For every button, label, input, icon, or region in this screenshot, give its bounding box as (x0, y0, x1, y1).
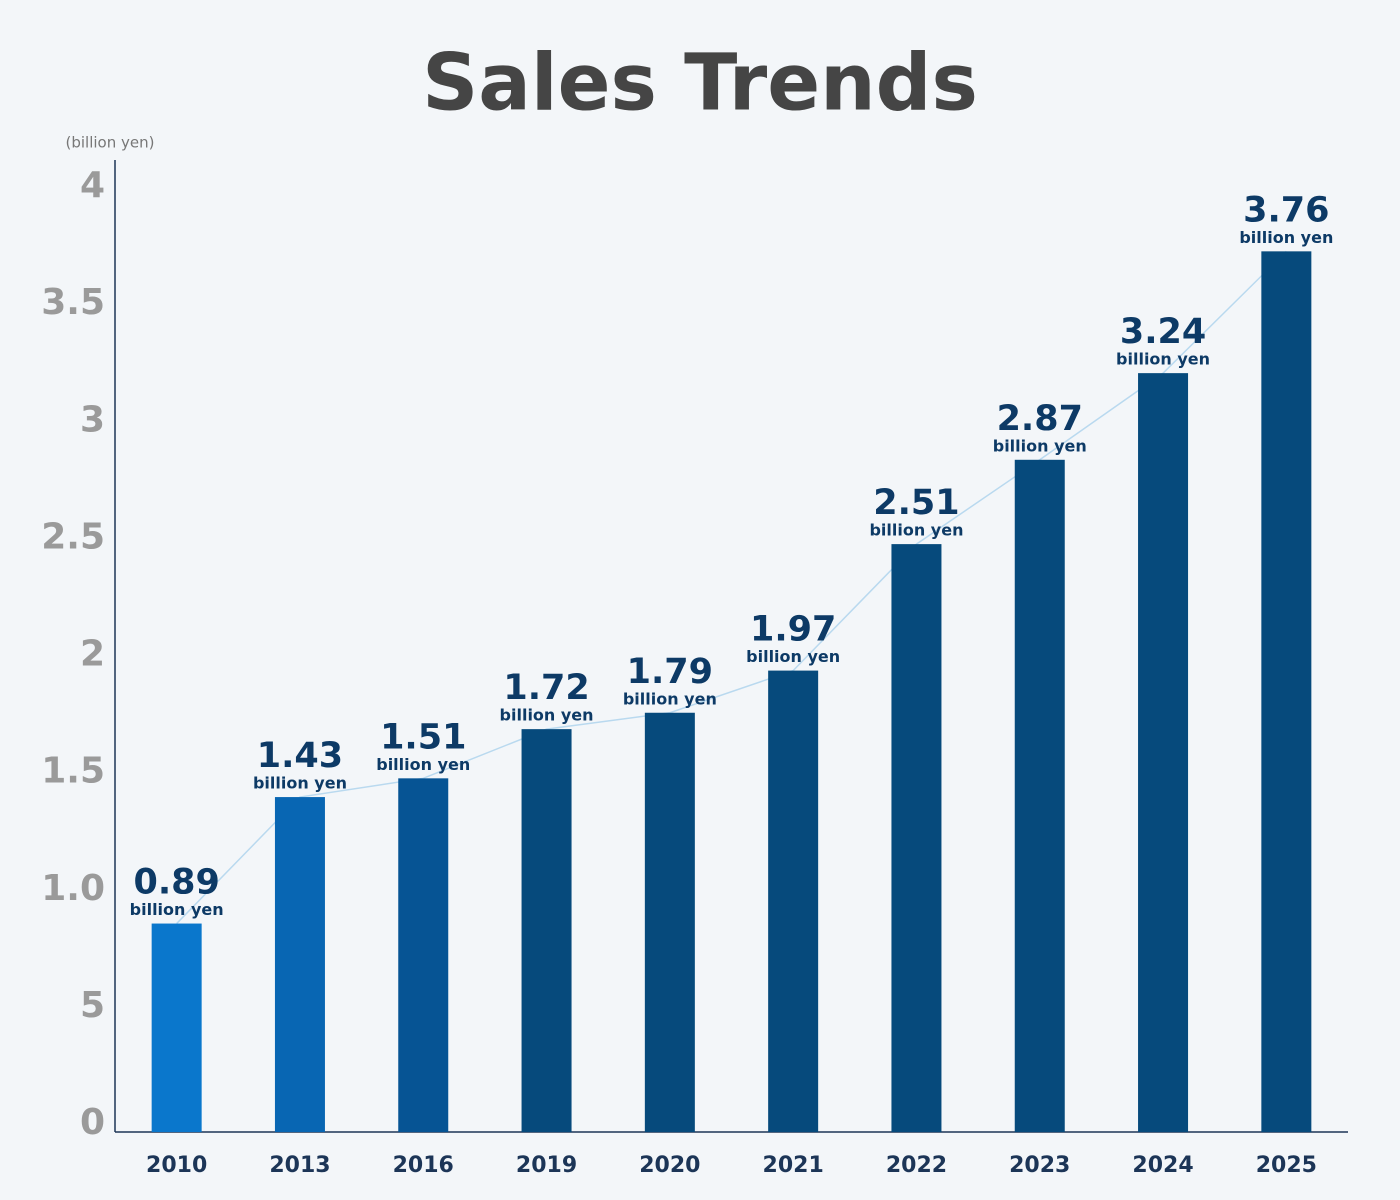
value-label: 0.89 (133, 863, 219, 903)
y-tick-label: 3 (80, 399, 105, 440)
x-tick-label: 2021 (763, 1153, 824, 1178)
y-tick-label: 1.5 (41, 751, 105, 792)
value-label: 3.76 (1243, 190, 1329, 230)
y-tick-label: 5 (80, 985, 105, 1026)
x-tick-label: 2016 (393, 1153, 454, 1178)
y-tick-label: 0 (80, 1102, 105, 1143)
bar (1261, 251, 1312, 1132)
bar (891, 544, 942, 1132)
bar (1138, 373, 1189, 1133)
trend-line (176, 250, 1287, 925)
x-tick-label: 2022 (886, 1153, 947, 1178)
x-tick-label: 2024 (1132, 1153, 1193, 1178)
bar (398, 778, 449, 1132)
chart-title: Sales Trends (422, 38, 978, 128)
y-axis-label: (billion yen) (66, 134, 155, 152)
bar (151, 923, 202, 1132)
value-unit: billion yen (746, 647, 840, 666)
value-label: 1.72 (503, 668, 589, 708)
value-unit: billion yen (500, 706, 594, 725)
value-unit: billion yen (623, 689, 717, 708)
y-tick-label: 2 (80, 634, 105, 675)
bar (768, 670, 819, 1132)
y-tick-label: 3.5 (41, 282, 105, 323)
value-unit: billion yen (1116, 350, 1210, 369)
y-tick-label: 4 (80, 165, 105, 206)
value-label: 1.51 (380, 717, 466, 757)
value-label: 1.97 (750, 610, 836, 650)
value-unit: billion yen (993, 436, 1087, 455)
x-tick-label: 2020 (639, 1153, 700, 1178)
x-tick-label: 2019 (516, 1153, 577, 1178)
value-label: 1.79 (627, 652, 713, 692)
x-tick-label: 2025 (1256, 1153, 1317, 1178)
bar (521, 729, 572, 1132)
bar (274, 797, 325, 1132)
value-label: 1.43 (257, 736, 343, 776)
y-tick-label: 2.5 (41, 516, 105, 557)
x-tick-label: 2013 (269, 1153, 330, 1178)
bar (1014, 459, 1065, 1132)
bar (644, 712, 695, 1132)
x-tick-label: 2010 (146, 1153, 207, 1178)
value-unit: billion yen (869, 521, 963, 540)
value-label: 2.87 (997, 399, 1083, 439)
value-label: 3.24 (1120, 312, 1206, 352)
value-unit: billion yen (1239, 228, 1333, 247)
value-unit: billion yen (376, 755, 470, 774)
value-unit: billion yen (253, 774, 347, 793)
x-tick-label: 2023 (1009, 1153, 1070, 1178)
y-tick-label: 1.0 (41, 868, 105, 909)
value-label: 2.51 (873, 483, 959, 523)
value-unit: billion yen (130, 900, 224, 919)
